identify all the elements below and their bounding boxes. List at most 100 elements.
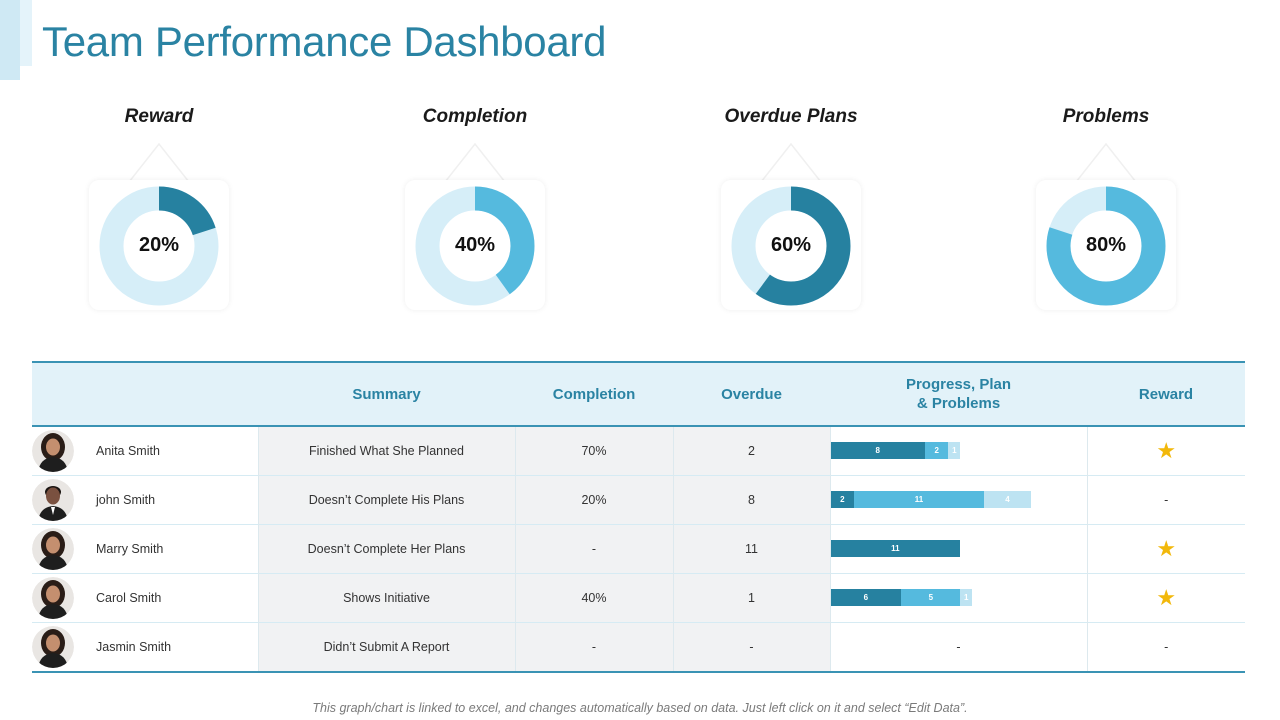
member: Anita Smith bbox=[32, 427, 258, 475]
completion-cell: 40% bbox=[514, 573, 673, 623]
overdue-cell: 11 bbox=[672, 524, 830, 574]
member-name: Jasmin Smith bbox=[96, 640, 172, 654]
kpi-pointer bbox=[445, 142, 505, 183]
summary-cell: Doesn’t Complete His Plans bbox=[257, 475, 515, 525]
kpi-title: Completion bbox=[422, 106, 528, 127]
completion-cell: 70% bbox=[514, 426, 673, 476]
progress-cell: 2 11 4 bbox=[829, 475, 1087, 525]
table-header-row: Summary Completion Overdue Progress, Pla… bbox=[32, 362, 1245, 426]
bar-segment: 5 bbox=[901, 589, 961, 606]
reward-cell: ★ bbox=[1086, 573, 1245, 623]
overdue-cell: - bbox=[672, 622, 830, 672]
member-name: john Smith bbox=[96, 493, 156, 507]
kpi-donut-chart bbox=[99, 186, 219, 306]
kpi-donut-chart bbox=[1046, 186, 1166, 306]
star-icon: ★ bbox=[1156, 536, 1177, 561]
donut-slice bbox=[99, 186, 219, 306]
reward-cell: - bbox=[1086, 622, 1245, 672]
summary-cell: Didn’t Submit A Report bbox=[257, 622, 515, 672]
member-cell: john Smith bbox=[32, 476, 258, 525]
page-title: Team Performance Dashboard bbox=[42, 18, 607, 65]
progress-bars: - bbox=[831, 623, 1087, 671]
member-name: Anita Smith bbox=[96, 444, 160, 458]
kpi-card-completion: Completion 40% bbox=[375, 104, 575, 324]
member: john Smith bbox=[32, 476, 258, 524]
accent-bar-block bbox=[0, 0, 20, 80]
donut-slice bbox=[731, 186, 851, 306]
overdue-cell: 1 bbox=[672, 573, 830, 623]
kpi-donut-chart bbox=[731, 186, 851, 306]
table-row: Marry Smith Doesn’t Complete Her Plans -11… bbox=[32, 524, 1245, 574]
kpi-pointer bbox=[129, 142, 189, 183]
progress-cell: - bbox=[829, 622, 1087, 672]
reward-cell: - bbox=[1086, 475, 1245, 525]
member-cell: Anita Smith bbox=[32, 426, 258, 476]
overdue-cell: 2 bbox=[672, 426, 830, 476]
kpi-card-problems: Problems 80% bbox=[1006, 104, 1206, 324]
kpi-value: 40% bbox=[454, 234, 496, 256]
member: Carol Smith bbox=[32, 574, 258, 622]
header-overdue: Overdue bbox=[721, 385, 782, 403]
kpi-card-reward: Reward 20% bbox=[59, 104, 259, 324]
kpi-donut-chart bbox=[415, 186, 535, 306]
bar-segment: 1 bbox=[960, 589, 973, 606]
stacked-bar: 2 11 4 bbox=[830, 491, 1032, 508]
summary-cell: Doesn’t Complete Her Plans bbox=[257, 524, 515, 574]
header-reward: Reward bbox=[1138, 385, 1194, 403]
member-name: Carol Smith bbox=[96, 591, 162, 605]
star-icon: ★ bbox=[1156, 438, 1177, 463]
reward-cell: ★ bbox=[1086, 426, 1245, 476]
header-summary: Summary bbox=[352, 385, 421, 403]
member: Jasmin Smith bbox=[32, 623, 258, 671]
avatar bbox=[32, 430, 74, 472]
table-row: john Smith Doesn’t Complete His Plans 20% 8… bbox=[32, 475, 1245, 525]
reward-cell: ★ bbox=[1086, 524, 1245, 574]
kpi-title: Problems bbox=[1062, 106, 1150, 127]
kpi-card-overdue-plans: Overdue Plans 60% bbox=[691, 104, 891, 324]
table-row: Carol Smith Shows Initiative 40% 1 6 5 1 ★ bbox=[32, 573, 1245, 623]
completion-cell: 20% bbox=[514, 475, 673, 525]
kpi-value: 20% bbox=[138, 234, 180, 256]
bar-segment: 8 bbox=[830, 442, 925, 459]
kpi-value: 60% bbox=[770, 234, 812, 256]
header-progress-label: Progress, Plan & Problems bbox=[905, 376, 1012, 412]
completion-cell: - bbox=[514, 524, 673, 574]
stacked-bar: 11 bbox=[830, 540, 961, 557]
avatar bbox=[32, 479, 74, 521]
kpi-title: Reward bbox=[124, 106, 194, 127]
accent-bar-block bbox=[20, 0, 32, 66]
header-completion: Completion bbox=[552, 385, 636, 403]
completion-cell: - bbox=[514, 622, 673, 672]
summary-cell: Finished What She Planned bbox=[257, 426, 515, 476]
bar-segment: 2 bbox=[830, 491, 855, 508]
avatar bbox=[32, 577, 74, 619]
footnote: This graph/chart is linked to excel, and… bbox=[312, 701, 968, 715]
donut-slice bbox=[415, 186, 535, 306]
member-name: Marry Smith bbox=[96, 542, 164, 556]
bar-segment: 6 bbox=[830, 589, 902, 606]
kpi-pointer bbox=[761, 142, 821, 183]
star-icon: ★ bbox=[1156, 585, 1177, 610]
table-row: Anita Smith Finished What She Planned 70% 2… bbox=[32, 426, 1245, 476]
bar-segment: 1 bbox=[948, 442, 961, 459]
bar-segment: 4 bbox=[983, 491, 1032, 508]
table-row: Jasmin Smith Didn’t Submit A Report - - - - bbox=[32, 622, 1245, 673]
kpi-pointer bbox=[1076, 142, 1136, 183]
donut-slice bbox=[1046, 186, 1166, 306]
kpi-value: 80% bbox=[1085, 234, 1127, 256]
team-table-wrap: Summary Completion Overdue Progress, Pla… bbox=[32, 361, 1245, 673]
avatar bbox=[32, 626, 74, 668]
reward-empty: - bbox=[1164, 493, 1169, 507]
member-cell: Jasmin Smith bbox=[32, 623, 258, 673]
member-cell: Carol Smith bbox=[32, 574, 258, 623]
kpi-title: Overdue Plans bbox=[724, 106, 858, 127]
avatar bbox=[32, 528, 74, 570]
progress-empty: - bbox=[956, 640, 961, 654]
summary-cell: Shows Initiative bbox=[257, 573, 515, 623]
header-progress: Progress, Plan & Problems bbox=[830, 362, 1087, 426]
